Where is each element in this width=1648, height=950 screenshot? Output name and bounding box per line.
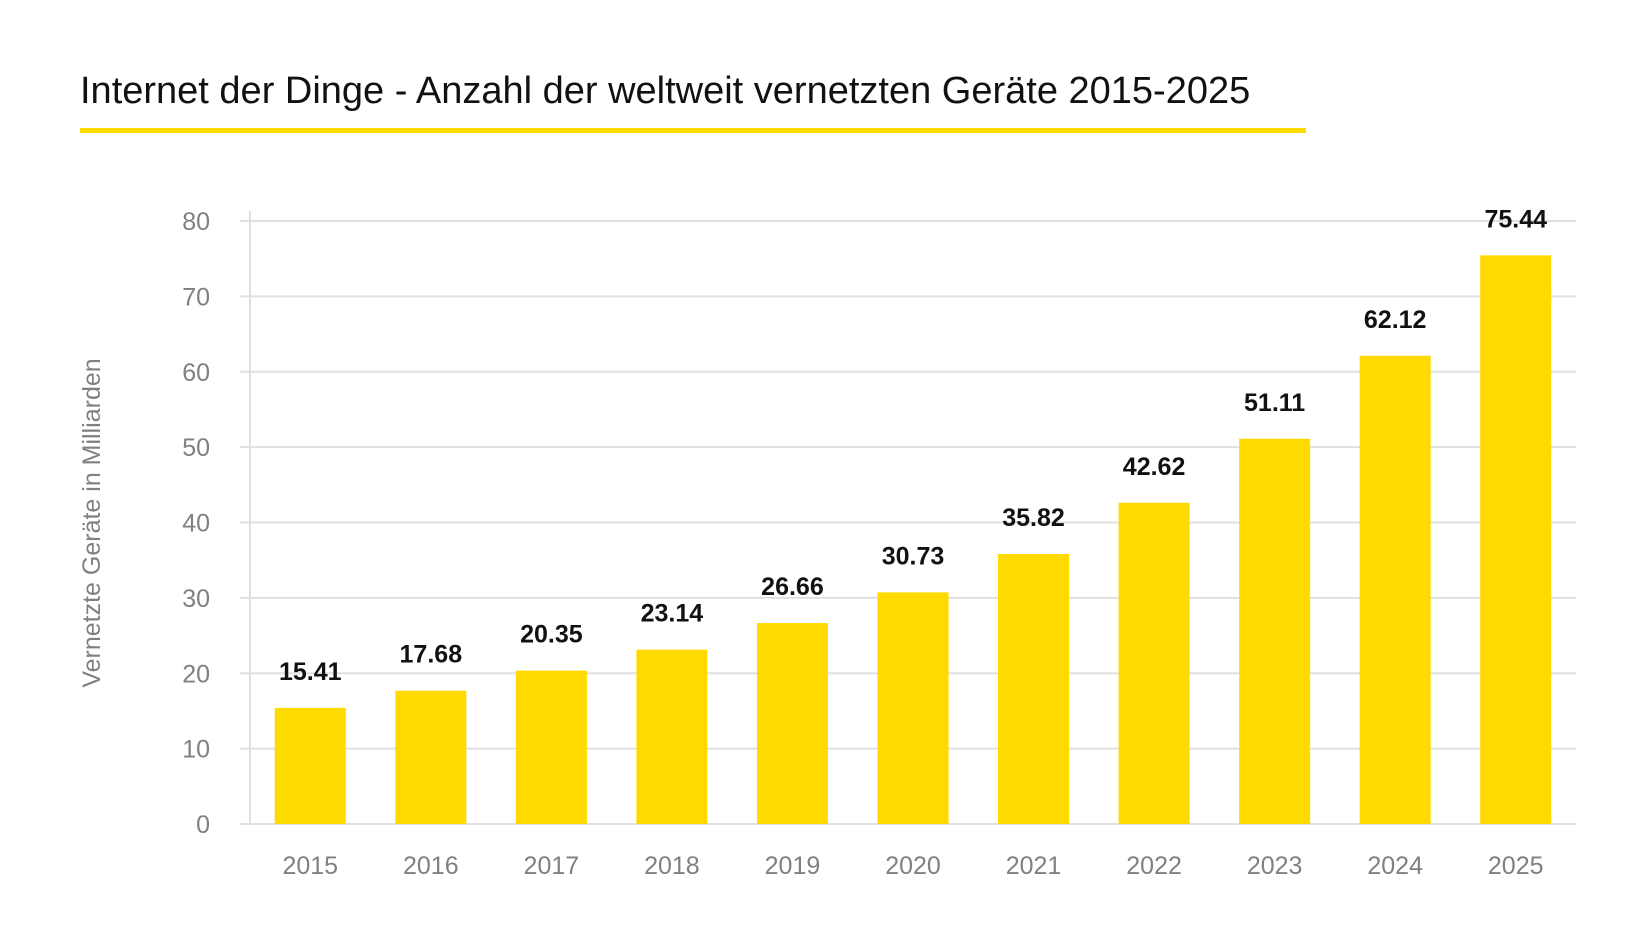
x-tick-label: 2020: [885, 852, 941, 880]
y-tick-label: 80: [182, 208, 210, 236]
data-label: 17.68: [400, 641, 463, 669]
title-underline: [80, 128, 1306, 133]
y-tick-label: 30: [182, 585, 210, 613]
y-tick-label: 10: [182, 736, 210, 764]
y-tick-label: 50: [182, 434, 210, 462]
bar: [636, 649, 708, 824]
y-tick-label: 20: [182, 660, 210, 688]
y-tick-label: 70: [182, 283, 210, 311]
data-label: 62.12: [1364, 306, 1427, 334]
bar: [395, 690, 467, 824]
y-tick-label: 40: [182, 510, 210, 538]
x-tick-label: 2018: [644, 852, 700, 880]
y-axis-label: Vernetzte Geräte in Milliarden: [78, 358, 106, 687]
bar: [274, 707, 346, 824]
data-label: 35.82: [1002, 504, 1065, 532]
x-tick-label: 2016: [403, 852, 459, 880]
x-tick-label: 2025: [1488, 852, 1544, 880]
bar: [877, 592, 949, 824]
x-tick-label: 2023: [1247, 852, 1303, 880]
bar: [756, 623, 828, 824]
bar: [1118, 502, 1190, 824]
x-tick-label: 2022: [1126, 852, 1182, 880]
bar: [1480, 255, 1552, 825]
x-tick-label: 2021: [1006, 852, 1062, 880]
data-label: 20.35: [520, 621, 583, 649]
data-label: 30.73: [882, 542, 945, 570]
data-label: 23.14: [641, 600, 704, 628]
data-label: 42.62: [1123, 453, 1186, 481]
bar: [998, 554, 1070, 824]
chart-title: Internet der Dinge - Anzahl der weltweit…: [80, 70, 1251, 112]
x-tick-label: 2019: [765, 852, 821, 880]
x-tick-label: 2017: [524, 852, 580, 880]
y-tick-label: 60: [182, 359, 210, 387]
y-tick-label: 0: [196, 811, 210, 839]
data-label: 75.44: [1484, 205, 1547, 233]
bar: [1239, 438, 1311, 824]
bar: [515, 670, 587, 824]
data-label: 51.11: [1244, 389, 1305, 417]
x-tick-label: 2024: [1367, 852, 1423, 880]
data-label: 15.41: [279, 658, 342, 686]
bar: [1359, 355, 1431, 824]
data-label: 26.66: [761, 573, 824, 601]
x-tick-label: 2015: [282, 852, 338, 880]
